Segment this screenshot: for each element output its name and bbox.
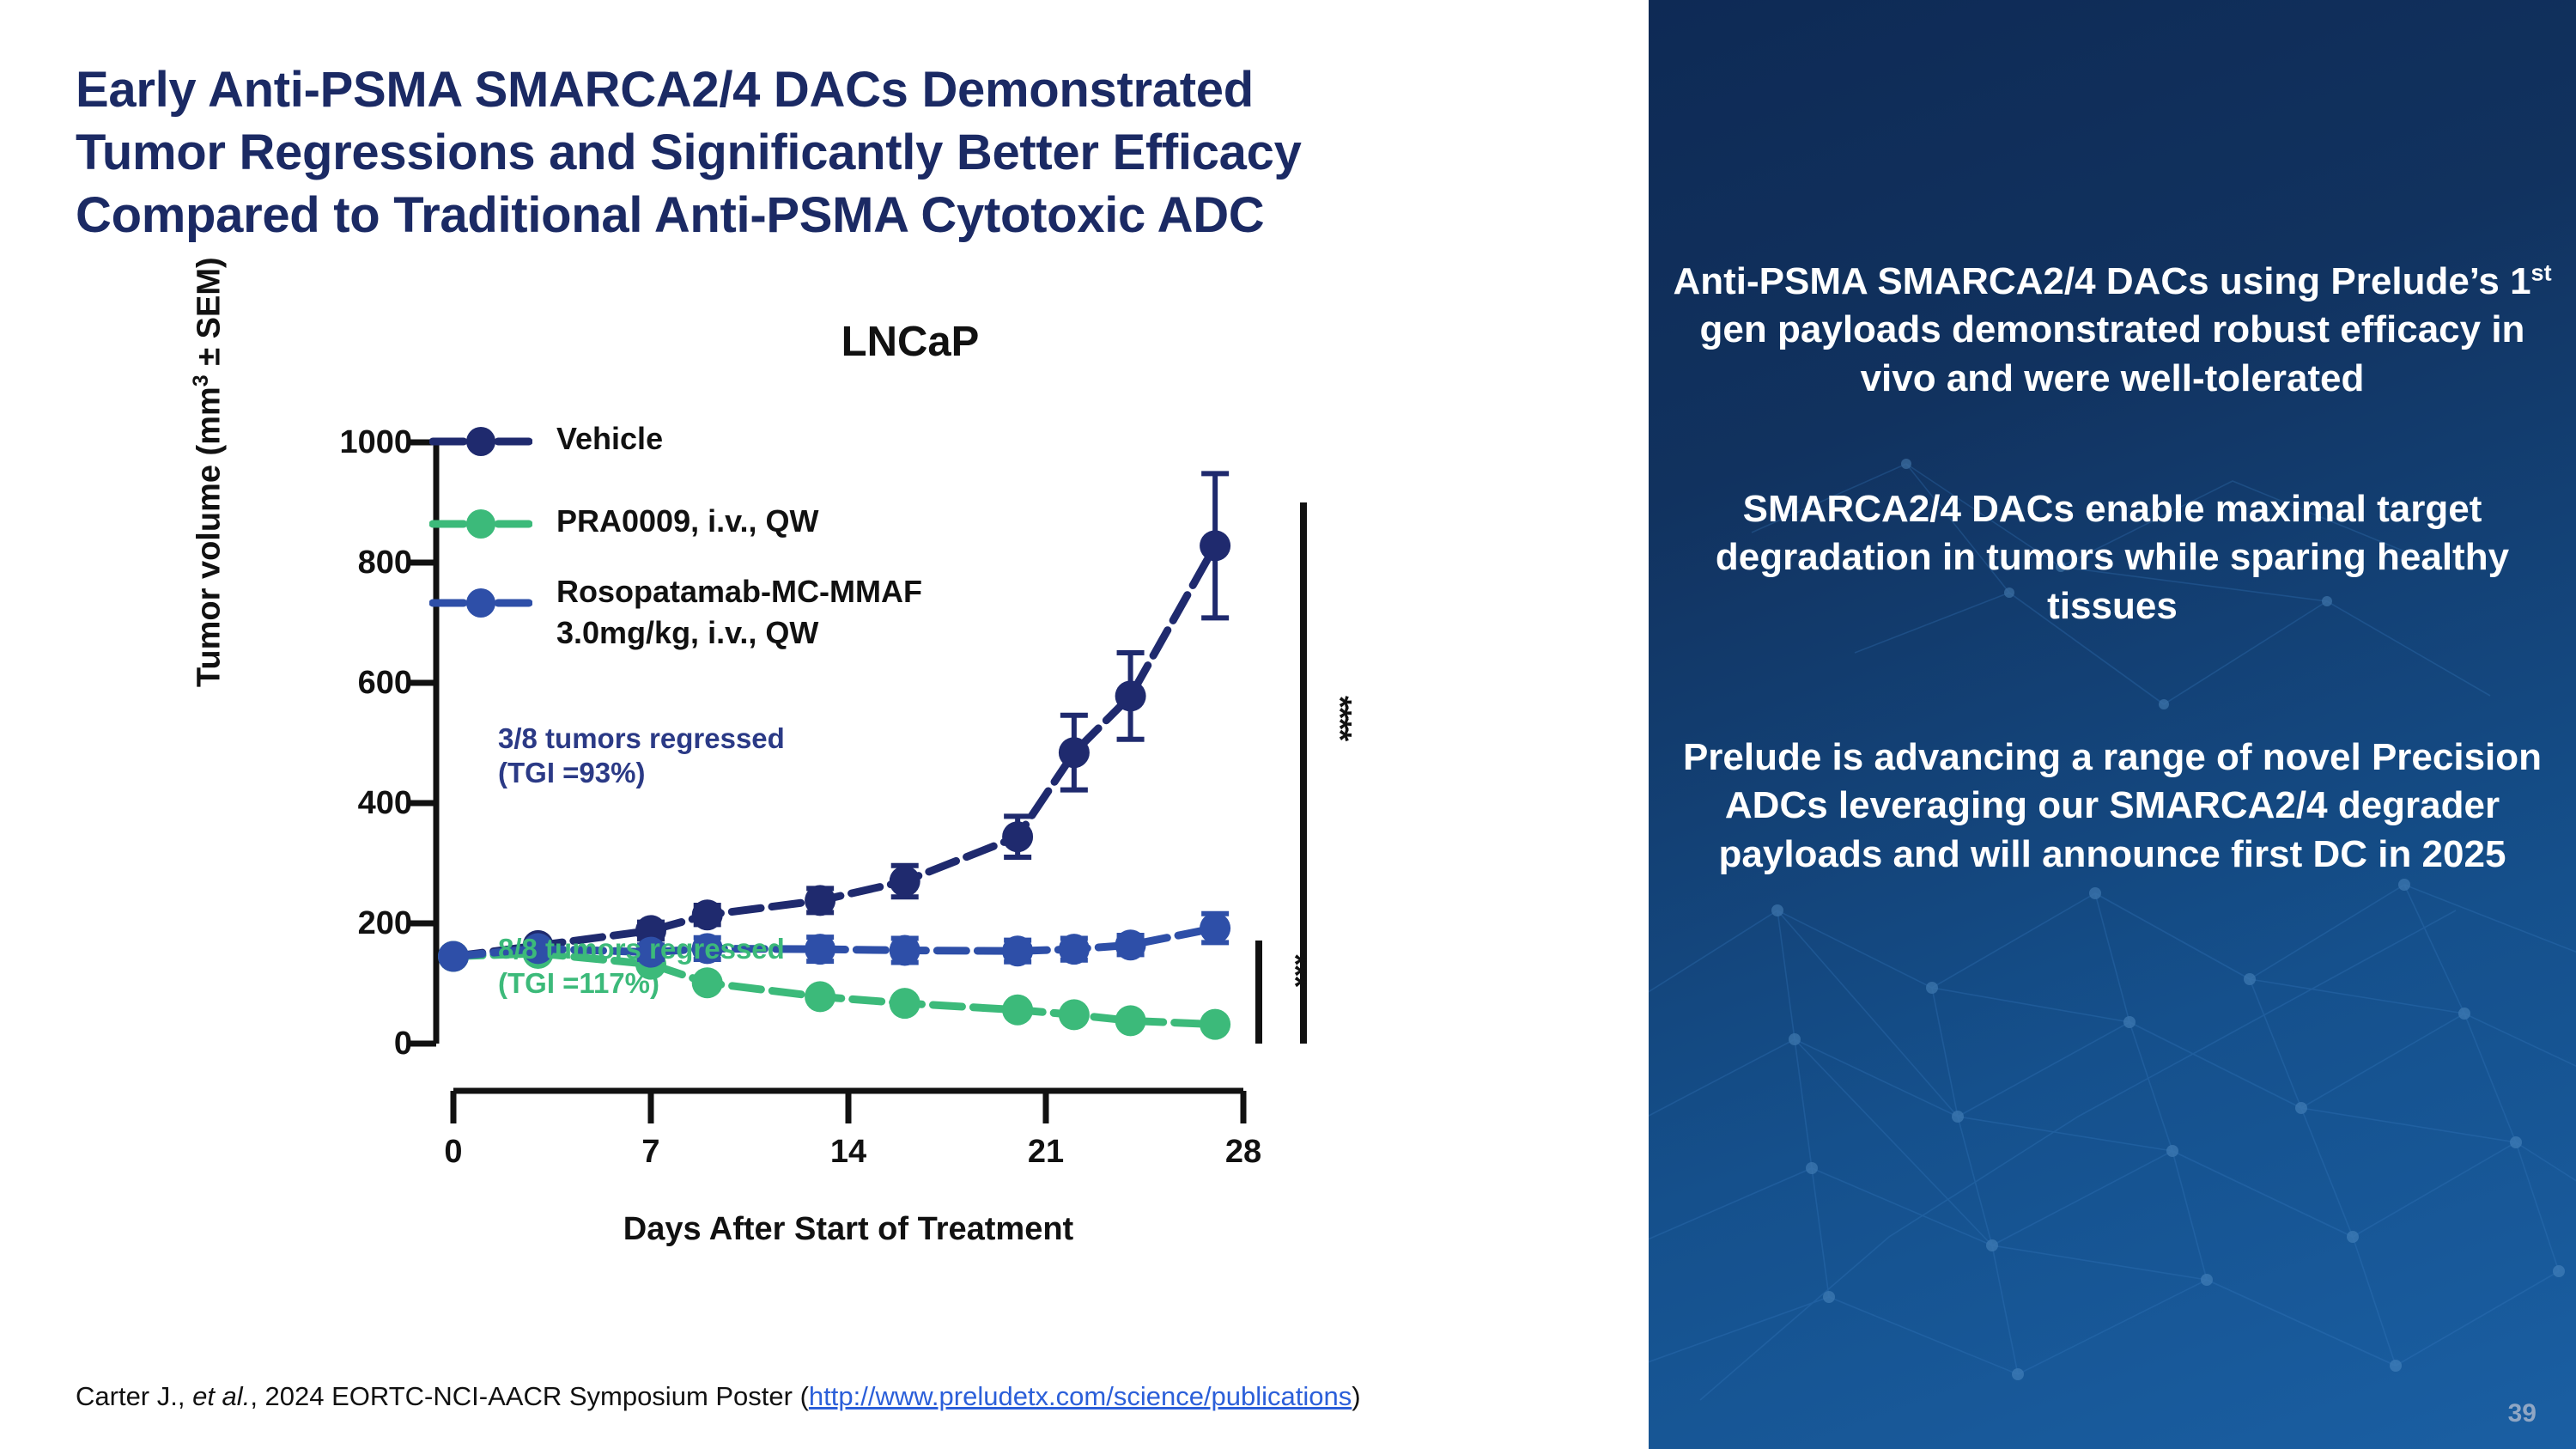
- title-line-2: Tumor Regressions and Significantly Bett…: [76, 125, 1302, 181]
- legend-marker-pra0009: [429, 509, 532, 539]
- significance-bars: [1255, 502, 1307, 1044]
- data-series-layer: [438, 471, 1231, 1040]
- legend-item-pra0009[interactable]: PRA0009, i.v., QW: [429, 469, 910, 548]
- data-point: [1058, 934, 1090, 965]
- x-tick-28: 28: [1224, 1134, 1262, 1170]
- y-tick-0: 0: [393, 1026, 412, 1062]
- data-point: [889, 935, 920, 966]
- data-point: [805, 981, 836, 1013]
- data-point: [1200, 1008, 1231, 1040]
- data-point: [1002, 994, 1034, 1026]
- summary-paragraph-1: Anti-PSMA SMARCA2/4 DACs using Prelude’s…: [1673, 259, 2552, 399]
- legend-label-rosopatamab-line2: 3.0mg/kg, i.v., QW: [556, 615, 819, 650]
- series-line: [449, 924, 1219, 960]
- y-tick-400: 400: [357, 785, 412, 821]
- legend-label-vehicle: Vehicle: [556, 421, 664, 456]
- data-point: [438, 941, 469, 972]
- data-point: [889, 988, 920, 1020]
- annotation-navy-line1: 3/8 tumors regressed: [498, 722, 785, 754]
- citation-rest: , 2024 EORTC-NCI-AACR Symposium Poster (: [250, 1381, 809, 1411]
- citation-footer: Carter J., et al., 2024 EORTC-NCI-AACR S…: [76, 1381, 1361, 1412]
- summary-panel: Anti-PSMA SMARCA2/4 DACs using Prelude’s…: [1649, 0, 2576, 1449]
- legend-label-pra0009: PRA0009, i.v., QW: [556, 503, 819, 539]
- series-line: [449, 949, 1219, 1029]
- x-tick-7: 7: [641, 1134, 660, 1170]
- data-point: [522, 933, 554, 965]
- citation-close-paren: ): [1352, 1381, 1361, 1411]
- summary-paragraph-2: SMARCA2/4 DACs enable maximal target deg…: [1715, 487, 2510, 627]
- slide-number: 39: [2507, 1399, 2537, 1428]
- chart-title: LNCaP: [841, 319, 980, 365]
- chart-legend: Vehicle PRA0009, i.v., QW Rosopatamab-MC…: [429, 421, 922, 650]
- annotation-green-line1: 8/8 tumors regressed: [498, 933, 785, 965]
- title-line-1: Early Anti-PSMA SMARCA2/4 DACs Demonstra…: [76, 62, 1254, 118]
- y-tick-600: 600: [357, 665, 412, 701]
- y-axis-ticks: 1000 800 600 400 200 0: [189, 318, 412, 1062]
- data-point: [1002, 821, 1034, 853]
- series-3: [438, 910, 1231, 972]
- x-axis-spine: [450, 1087, 1247, 1123]
- data-point: [691, 967, 723, 999]
- data-point: [691, 933, 723, 965]
- x-tick-21: 21: [1027, 1134, 1065, 1170]
- data-point: [805, 934, 836, 965]
- legend-item-rosopatamab[interactable]: Rosopatamab-MC-MMAF 3.0mg/kg, i.v., QW: [429, 548, 922, 650]
- network-mesh-decoration: [1649, 459, 2576, 1401]
- significance-stars-four: ****: [1321, 696, 1358, 740]
- x-axis-title: Days After Start of Treatment: [623, 1211, 1074, 1247]
- ordinal-superscript: st: [2530, 259, 2552, 286]
- significance-stars-three: ***: [1277, 953, 1313, 987]
- plot-area: [409, 439, 1307, 1123]
- data-point: [691, 899, 723, 931]
- data-point: [1200, 530, 1231, 562]
- data-point: [1002, 935, 1034, 967]
- annotation-vehicle-regression: 3/8 tumors regressed (TGI =93%): [498, 721, 785, 791]
- citation-author: Carter J.,: [76, 1381, 185, 1411]
- legend-label-rosopatamab-line1: Rosopatamab-MC-MMAF: [556, 574, 922, 609]
- page-title: Early Anti-PSMA SMARCA2/4 DACs Demonstra…: [76, 58, 1621, 247]
- title-line-3: Compared to Traditional Anti-PSMA Cytoto…: [76, 187, 1265, 244]
- tumor-growth-chart: LNCaP Tumor volume (mm3 ± SEM) 1000 800 …: [189, 257, 1391, 1247]
- legend-marker-vehicle: [429, 427, 532, 456]
- annotation-green-line2: (TGI =117%): [498, 967, 659, 1000]
- legend-item-vehicle[interactable]: Vehicle: [429, 421, 910, 469]
- series-line: [449, 541, 1219, 960]
- x-tick-14: 14: [829, 1134, 867, 1170]
- data-point: [1200, 912, 1231, 944]
- data-point: [1115, 680, 1146, 712]
- summary-text: Anti-PSMA SMARCA2/4 DACs using Prelude’s…: [1673, 258, 2552, 879]
- x-tick-0: 0: [444, 1134, 463, 1170]
- publications-link[interactable]: http://www.preludetx.com/science/publica…: [808, 1381, 1352, 1411]
- annotation-navy-line2: (TGI =93%): [498, 757, 646, 789]
- annotation-pra0009-regression: 8/8 tumors regressed (TGI =117%): [498, 932, 785, 1002]
- y-tick-1000: 1000: [339, 424, 412, 460]
- citation-etal: et al.: [192, 1381, 251, 1411]
- y-tick-200: 200: [357, 905, 412, 941]
- data-point: [635, 915, 666, 947]
- data-point: [1115, 1005, 1146, 1037]
- summary-paragraph-3: Prelude is advancing a range of novel Pr…: [1682, 735, 2543, 875]
- y-tick-800: 800: [357, 545, 412, 581]
- data-point: [805, 885, 836, 916]
- x-axis-ticks: 0 7 14 21 28: [258, 1134, 1261, 1185]
- data-point: [889, 866, 920, 897]
- legend-marker-rosopatamab: [429, 588, 532, 618]
- data-point: [635, 936, 666, 968]
- data-point: [1058, 999, 1090, 1031]
- y-axis-spine: [409, 439, 440, 1047]
- data-point: [1115, 929, 1146, 961]
- data-point: [1058, 737, 1090, 769]
